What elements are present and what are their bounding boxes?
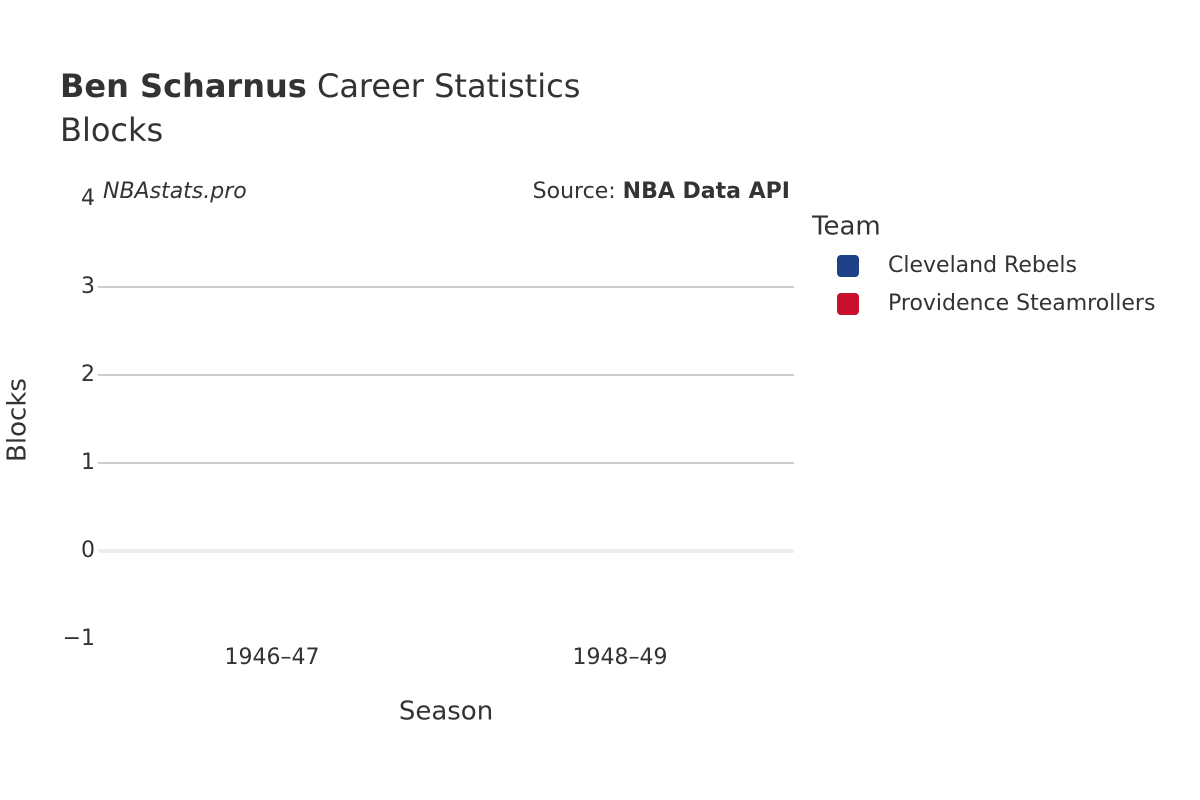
y-tick-label: 2 xyxy=(81,362,95,387)
source-note: Source: NBA Data API xyxy=(533,179,790,204)
y-tick-label: 3 xyxy=(81,274,95,299)
legend-title: Team xyxy=(811,212,881,242)
source-name: NBA Data API xyxy=(623,179,790,204)
source-prefix: Source: xyxy=(533,179,616,204)
y-tick-label: 4 xyxy=(81,186,95,211)
watermark: NBAstats.pro xyxy=(103,179,247,204)
legend-label: Providence Steamrollers xyxy=(888,291,1155,316)
y-tick-label: −1 xyxy=(63,626,95,651)
legend-label: Cleveland Rebels xyxy=(888,253,1077,278)
title-player: Ben Scharnus xyxy=(60,67,307,105)
y-tick-label: 1 xyxy=(81,450,95,475)
legend-swatch xyxy=(837,255,859,277)
x-axis-title: Season xyxy=(399,697,493,727)
y-axis-title: Blocks xyxy=(3,378,33,462)
legend-swatch xyxy=(837,293,859,315)
x-tick-label: 1948–49 xyxy=(573,645,668,670)
chart-title: Ben Scharnus Career Statistics xyxy=(60,67,580,105)
x-tick-label: 1946–47 xyxy=(225,645,320,670)
chart-subtitle: Blocks xyxy=(60,111,163,149)
y-tick-label: 0 xyxy=(81,538,95,563)
title-text: Career Statistics xyxy=(317,67,580,105)
